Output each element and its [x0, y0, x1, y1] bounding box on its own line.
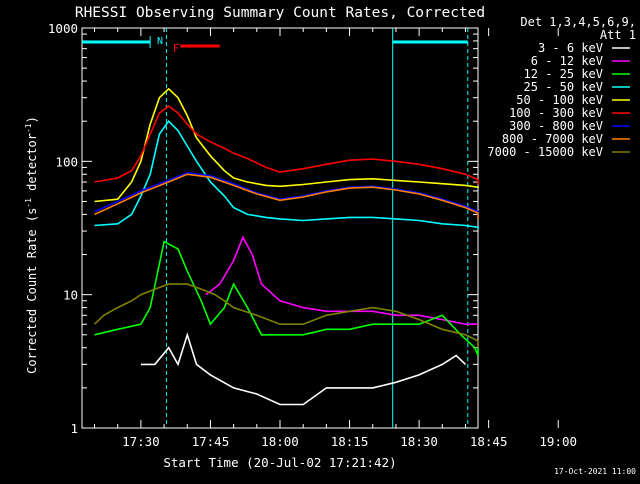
annotation-marks	[82, 28, 469, 428]
y-label-sup2: -1	[24, 123, 33, 133]
legend-label: 6 - 12 keV	[531, 54, 603, 68]
y-label-main: Corrected Count Rate (s	[25, 208, 39, 374]
legend-label: 12 - 25 keV	[524, 67, 603, 81]
legend-label: 300 - 800 keV	[509, 119, 603, 133]
y-tick-label: 1000	[48, 21, 78, 36]
annotation-f: F	[173, 42, 180, 55]
legend-header-line-1: Det 1,3,4,5,6,9,	[520, 15, 636, 29]
legend-label: 800 - 7000 keV	[502, 132, 603, 146]
chart-title: RHESSI Observing Summary Count Rates, Co…	[75, 5, 485, 21]
y-label-sup1: -1	[24, 198, 33, 208]
legend-label: 50 - 100 keV	[516, 93, 603, 107]
x-tick-label: 17:45	[192, 434, 230, 449]
x-tick-label: 18:15	[331, 434, 369, 449]
y-tick-label: 1	[70, 421, 78, 436]
y-tick-label: 100	[55, 154, 78, 169]
series-line-12-25-kev	[94, 240, 479, 356]
legend-label: 3 - 6 keV	[538, 41, 603, 55]
axis-ticks: 17:30 17:45 18:00 18:15 18:30 18:45 19:00 1 10 10…	[48, 21, 577, 449]
legend-label: 100 - 300 keV	[509, 106, 603, 120]
legend-header-line-2: Att 1	[600, 28, 636, 42]
legend-label: 7000 - 15000 keV	[487, 145, 603, 159]
annotation-n: N	[157, 36, 163, 47]
series-lines	[93, 87, 479, 406]
series-line-25-50-kev	[94, 119, 479, 230]
series-line-300-800-kev	[94, 171, 479, 218]
footer-date: 17-Oct-2021 11:00	[554, 467, 636, 476]
x-tick-label: 18:30	[400, 434, 438, 449]
y-label-end: )	[25, 116, 39, 123]
x-tick-label: 18:45	[470, 434, 508, 449]
series-line-100-300-kev	[94, 104, 479, 185]
plot-frame	[81, 27, 479, 429]
y-tick-label: 10	[63, 288, 78, 303]
series-line-6-12-kev	[205, 235, 478, 326]
series-line-7000-15000-kev	[93, 283, 479, 348]
x-tick-label: 18:00	[261, 434, 299, 449]
series-line-50-100-kev	[94, 87, 479, 203]
y-label-mid: detector	[25, 133, 39, 198]
y-axis-label: Corrected Count Rate (s-1 detector-1)	[24, 116, 39, 374]
x-axis-label: Start Time (20-Jul-02 17:21:42)	[163, 455, 396, 470]
series-line-3-6-kev	[140, 332, 467, 406]
legend-label: 25 - 50 keV	[524, 80, 603, 94]
x-tick-label: 19:00	[539, 434, 577, 449]
x-tick-label: 17:30	[122, 434, 160, 449]
series-line-800-7000-kev	[94, 173, 479, 219]
